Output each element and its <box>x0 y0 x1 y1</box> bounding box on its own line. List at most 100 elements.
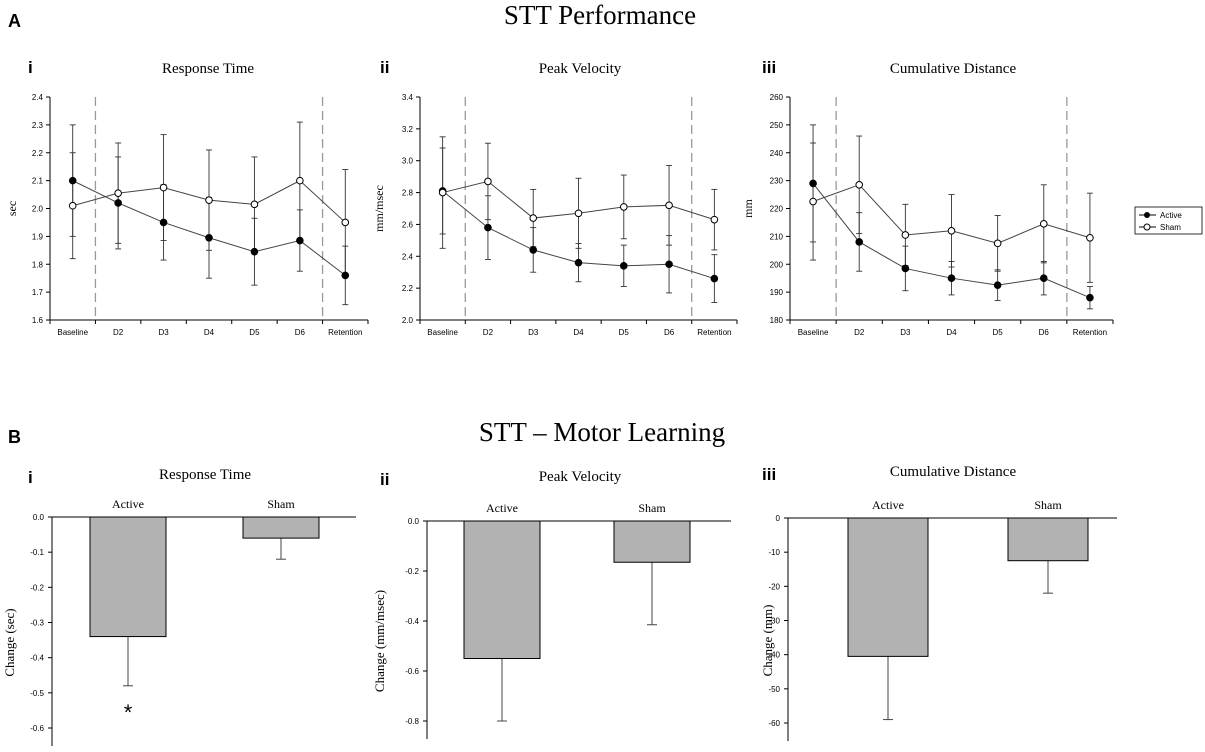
y-tick-label: 1.9 <box>32 232 44 241</box>
data-point-active <box>341 271 350 280</box>
bar-category-label: Sham <box>267 497 295 511</box>
data-point-active <box>205 233 213 242</box>
data-point-sham <box>947 227 956 235</box>
bar-sham <box>242 516 320 539</box>
data-point-sham <box>1039 220 1048 228</box>
x-tick-label: D4 <box>204 328 215 337</box>
y-tick-label: 2.4 <box>32 93 44 102</box>
data-point-active <box>114 199 122 207</box>
y-tick-label: 2.3 <box>32 121 44 130</box>
y-axis-label: Change (mm) <box>760 605 775 677</box>
x-tick-label: D3 <box>528 328 539 337</box>
data-point-sham <box>901 231 910 239</box>
legend-sham-label: Sham <box>1160 223 1181 232</box>
chart-title: Peak Velocity <box>539 469 622 485</box>
data-point-sham <box>205 196 213 204</box>
data-point-active <box>947 274 956 282</box>
data-point-active <box>159 218 168 227</box>
bar-sham <box>613 520 691 563</box>
x-tick-label: D2 <box>854 328 865 337</box>
data-point-active <box>710 274 719 283</box>
bar-active <box>847 517 929 657</box>
x-tick-label: Baseline <box>57 328 88 337</box>
x-tick-label: Retention <box>1073 328 1107 337</box>
legend-sham-marker <box>1143 223 1151 231</box>
legend: Active Sham <box>1134 206 1203 235</box>
data-point-sham <box>341 218 350 227</box>
chart-learning-ii: ii Peak Velocity Change (mm/msec) 0.0 -0.2 -0… <box>372 469 731 739</box>
y-tick-label: -0.5 <box>30 689 44 698</box>
y-tick-label: -0.3 <box>30 619 44 628</box>
chart-title: Response Time <box>159 467 251 483</box>
section-label-a: A <box>8 11 21 31</box>
y-tick-label: 2.1 <box>32 177 44 186</box>
y-tick-label: -20 <box>768 582 780 591</box>
data-point-sham <box>250 200 259 209</box>
y-axis-label: Change (mm/msec) <box>372 590 387 692</box>
y-axis-label: mm/msec <box>372 185 386 232</box>
data-point-active <box>68 176 77 185</box>
data-point-active <box>1039 274 1048 282</box>
y-tick-label: 220 <box>770 205 784 214</box>
data-point-sham <box>68 201 77 210</box>
y-tick-label: 3.2 <box>402 125 414 134</box>
data-point-active <box>1086 293 1094 302</box>
y-tick-label: 3.0 <box>402 157 414 166</box>
y-tick-label: -0.4 <box>30 654 44 663</box>
y-tick-label: 190 <box>770 288 784 297</box>
y-tick-label: -0.4 <box>405 617 419 626</box>
bar-category-label: Sham <box>638 501 666 515</box>
x-tick-label: D2 <box>483 328 494 337</box>
chart-title: Peak Velocity <box>539 61 622 77</box>
x-tick-label: D5 <box>249 328 260 337</box>
y-tick-label: 2.8 <box>402 189 414 198</box>
data-point-sham <box>574 209 583 218</box>
y-tick-label: 1.8 <box>32 260 44 269</box>
data-point-sham <box>159 183 168 192</box>
y-tick-label: -0.8 <box>405 717 419 726</box>
y-tick-label: 0.0 <box>33 513 45 522</box>
y-tick-label: -40 <box>768 651 780 660</box>
x-tick-label: Retention <box>328 328 362 337</box>
section-label-b: B <box>8 427 21 447</box>
bar-sham <box>1007 517 1089 562</box>
y-tick-label: -0.6 <box>30 724 44 733</box>
data-point-sham <box>993 239 1002 248</box>
chart-title: Cumulative Distance <box>890 464 1017 480</box>
panel-label: ii <box>380 470 389 489</box>
data-point-active <box>809 179 817 188</box>
section-title-b: STT – Motor Learning <box>479 417 725 447</box>
data-point-active <box>855 238 864 246</box>
x-tick-label: D2 <box>113 328 124 337</box>
y-tick-label: 2.0 <box>32 205 44 214</box>
y-tick-label: 210 <box>770 232 784 241</box>
bar-active <box>89 516 167 638</box>
y-tick-label: 230 <box>770 177 784 186</box>
chart-title: Response Time <box>162 61 254 77</box>
x-tick-label: D5 <box>993 328 1004 337</box>
y-tick-label: 1.7 <box>32 288 44 297</box>
data-point-sham <box>438 188 447 197</box>
x-tick-label: D6 <box>664 328 675 337</box>
significance-marker: * <box>124 700 133 725</box>
panel-label: i <box>28 58 33 77</box>
bar-category-label: Sham <box>1034 498 1062 512</box>
x-tick-label: Retention <box>697 328 731 337</box>
panel-label: iii <box>762 58 776 77</box>
x-tick-label: D6 <box>1039 328 1050 337</box>
y-tick-label: 1.6 <box>32 316 44 325</box>
y-tick-label: 180 <box>770 316 784 325</box>
x-tick-label: D4 <box>946 328 957 337</box>
x-tick-label: D3 <box>900 328 911 337</box>
x-tick-label: Baseline <box>798 328 829 337</box>
y-tick-label: 2.4 <box>402 252 414 261</box>
bar-active <box>463 520 541 659</box>
y-tick-label: -0.6 <box>405 667 419 676</box>
x-tick-label: D4 <box>573 328 584 337</box>
data-point-active <box>665 260 673 269</box>
y-tick-label: 200 <box>770 260 784 269</box>
panel-label: iii <box>762 465 776 484</box>
bar-category-label: Active <box>872 498 904 512</box>
y-tick-label: 0 <box>776 514 781 523</box>
